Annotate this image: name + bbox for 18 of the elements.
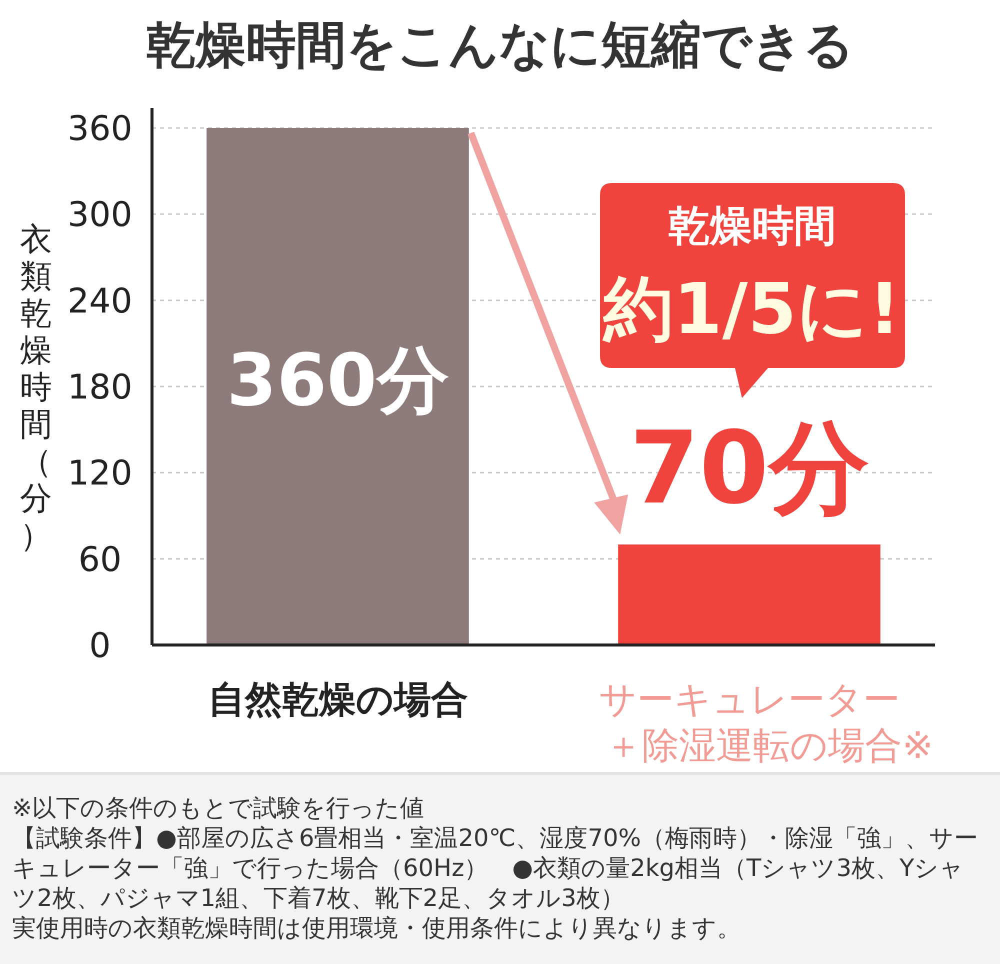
chart-title: 乾燥時間をこんなに短縮できる: [146, 16, 854, 74]
text: 実使用時の衣類乾燥時間は使用環境・使用条件により異なります。: [12, 913, 742, 943]
data-label: 70分: [630, 409, 869, 526]
annotation: 約1/5に!: [602, 268, 900, 350]
annotation: 乾燥時間: [668, 201, 836, 250]
x-tick-label: サーキュレーター＋除湿運転の場合※: [598, 678, 934, 767]
text: ※以下の条件のもとで試験を行った値: [12, 793, 426, 823]
text: 【試験条件】●部屋の広さ6畳相当・室温20℃、湿度70%（梅雨時）・除湿「強」、サーキュレーター「強」で行った場合（60Hz） ●衣類の量2kg相当（Tシャツ3枚、Yシャツ2枚、パジャマ1組、下着7枚、靴下2足、タオル3枚）: [12, 823, 980, 913]
y-tick-label: 180: [68, 368, 132, 408]
y-tick-label: 0: [89, 626, 111, 666]
y-tick-label: 240: [68, 281, 132, 322]
y-tick-label: 120: [68, 454, 132, 494]
y-tick-label: 360: [68, 109, 132, 149]
x-tick-label: 自然乾燥の場合: [208, 678, 468, 721]
text: 衣類乾燥時間（分）: [20, 220, 52, 554]
data-label: 360分: [226, 338, 449, 422]
y-tick-label: 300: [68, 195, 132, 236]
y-tick-label: 60: [78, 540, 122, 580]
